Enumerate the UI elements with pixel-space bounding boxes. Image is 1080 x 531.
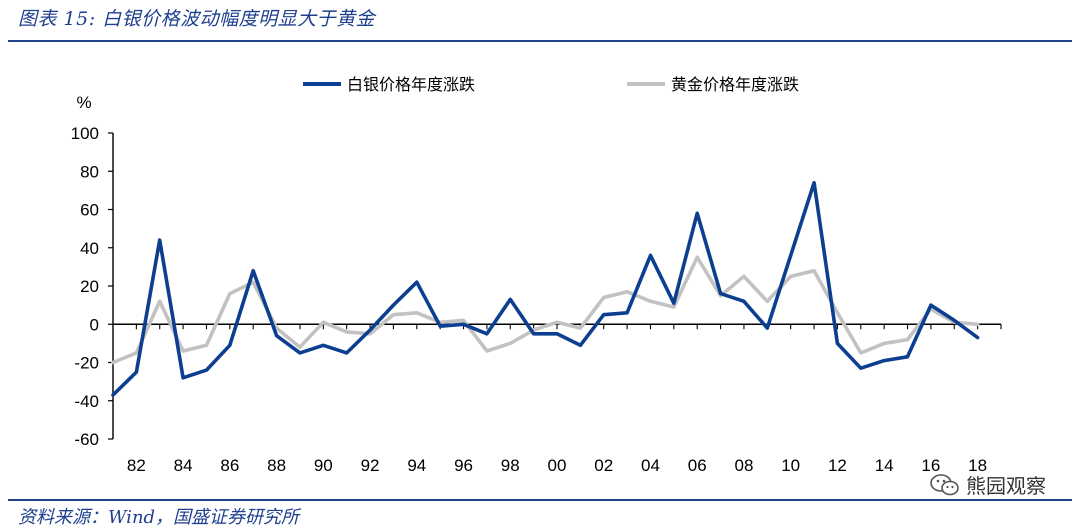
x-tick-label: 84 bbox=[174, 456, 193, 475]
x-tick-label: 12 bbox=[828, 456, 847, 475]
watermark: 熊园观察 bbox=[930, 470, 1046, 499]
y-tick-label: 0 bbox=[90, 315, 99, 334]
y-tick-label: 40 bbox=[80, 239, 99, 258]
y-tick-label: -20 bbox=[74, 354, 99, 373]
y-axis-unit-label: % bbox=[76, 93, 91, 112]
x-tick-label: 14 bbox=[875, 456, 894, 475]
x-tick-label: 10 bbox=[781, 456, 800, 475]
x-tick-label: 82 bbox=[127, 456, 146, 475]
wechat-icon bbox=[930, 473, 959, 495]
legend-silver-label: 白银价格年度涨跌 bbox=[347, 75, 475, 94]
y-tick-label: 100 bbox=[71, 124, 99, 143]
silver-series-line bbox=[111, 180, 980, 397]
y-tick-label: -60 bbox=[74, 430, 99, 449]
y-tick-label: -40 bbox=[74, 392, 99, 411]
x-tick-label: 00 bbox=[548, 456, 567, 475]
source-rule bbox=[8, 499, 1072, 501]
figure-title: 图表 15: 白银价格波动幅度明显大于黄金 bbox=[18, 8, 376, 30]
x-tick-label: 90 bbox=[314, 456, 333, 475]
x-tick-label: 08 bbox=[734, 456, 753, 475]
x-tick-label: 98 bbox=[501, 456, 520, 475]
line-chart: 白银价格年度涨跌 黄金价格年度涨跌 100806040200-20-40-60%8… bbox=[71, 75, 1002, 475]
title-rule bbox=[8, 40, 1072, 42]
x-tick-label: 06 bbox=[688, 456, 707, 475]
x-tick-label: 94 bbox=[407, 456, 426, 475]
chart-series bbox=[111, 180, 980, 397]
x-tick-label: 16 bbox=[921, 456, 940, 475]
x-tick-label: 02 bbox=[594, 456, 613, 475]
chart-legend: 白银价格年度涨跌 黄金价格年度涨跌 bbox=[303, 75, 799, 94]
x-tick-label: 18 bbox=[968, 456, 987, 475]
x-tick-label: 88 bbox=[267, 456, 286, 475]
figure-source: 资料来源：Wind，国盛证券研究所 bbox=[18, 507, 300, 528]
x-tick-label: 86 bbox=[220, 456, 239, 475]
x-tick-label: 04 bbox=[641, 456, 660, 475]
y-tick-label: 20 bbox=[80, 277, 99, 296]
y-tick-label: 60 bbox=[80, 201, 99, 220]
watermark-text: 熊园观察 bbox=[966, 474, 1046, 498]
y-tick-label: 80 bbox=[80, 162, 99, 181]
x-tick-label: 92 bbox=[361, 456, 380, 475]
legend-gold-label: 黄金价格年度涨跌 bbox=[671, 75, 799, 94]
x-tick-label: 96 bbox=[454, 456, 473, 475]
